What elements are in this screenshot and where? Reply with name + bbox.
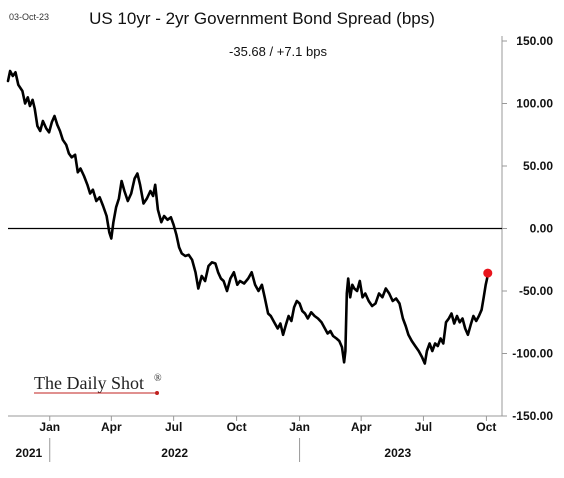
x-tick-label: Oct bbox=[227, 420, 247, 434]
y-tick-label: 0.00 bbox=[530, 222, 554, 236]
x-tick-label: Apr bbox=[101, 420, 122, 434]
year-label: 2023 bbox=[384, 446, 411, 460]
x-tick-label: Apr bbox=[351, 420, 372, 434]
year-labels: 2021 2022 2023 bbox=[16, 438, 411, 462]
y-tick-label: 50.00 bbox=[523, 159, 553, 173]
year-label: 2022 bbox=[161, 446, 188, 460]
brand-dot-icon bbox=[155, 391, 159, 395]
brand-name: The Daily Shot bbox=[34, 373, 144, 393]
y-tick-label: -150.00 bbox=[512, 409, 553, 423]
x-tick-label: Jan bbox=[289, 420, 310, 434]
daily-shot-logo: The Daily Shot ® bbox=[34, 373, 162, 395]
year-label: 2021 bbox=[16, 446, 43, 460]
x-tick-label: Jul bbox=[165, 420, 182, 434]
date-stamp: 03-Oct-23 bbox=[9, 12, 49, 22]
spread-series-line bbox=[6, 69, 490, 365]
last-value-marker bbox=[483, 268, 493, 278]
y-tick-label: 100.00 bbox=[516, 97, 553, 111]
y-tick-label: -50.00 bbox=[519, 284, 553, 298]
x-tick-label: Jul bbox=[415, 420, 432, 434]
x-axis-ticks: Jan Apr Jul Oct Jan Apr Jul Oct bbox=[39, 416, 496, 434]
chart-title: US 10yr - 2yr Government Bond Spread (bp… bbox=[89, 9, 435, 28]
x-tick-label: Jan bbox=[39, 420, 60, 434]
y-axis-ticks: 150.00 100.00 50.00 0.00 -50.00 -100.00 -150.0… bbox=[502, 34, 553, 423]
y-tick-label: -100.00 bbox=[512, 347, 553, 361]
y-tick-label: 150.00 bbox=[516, 34, 553, 48]
x-tick-label: Oct bbox=[476, 420, 496, 434]
chart-subtitle: -35.68 / +7.1 bps bbox=[229, 44, 327, 59]
brand-registered-mark: ® bbox=[154, 373, 162, 384]
